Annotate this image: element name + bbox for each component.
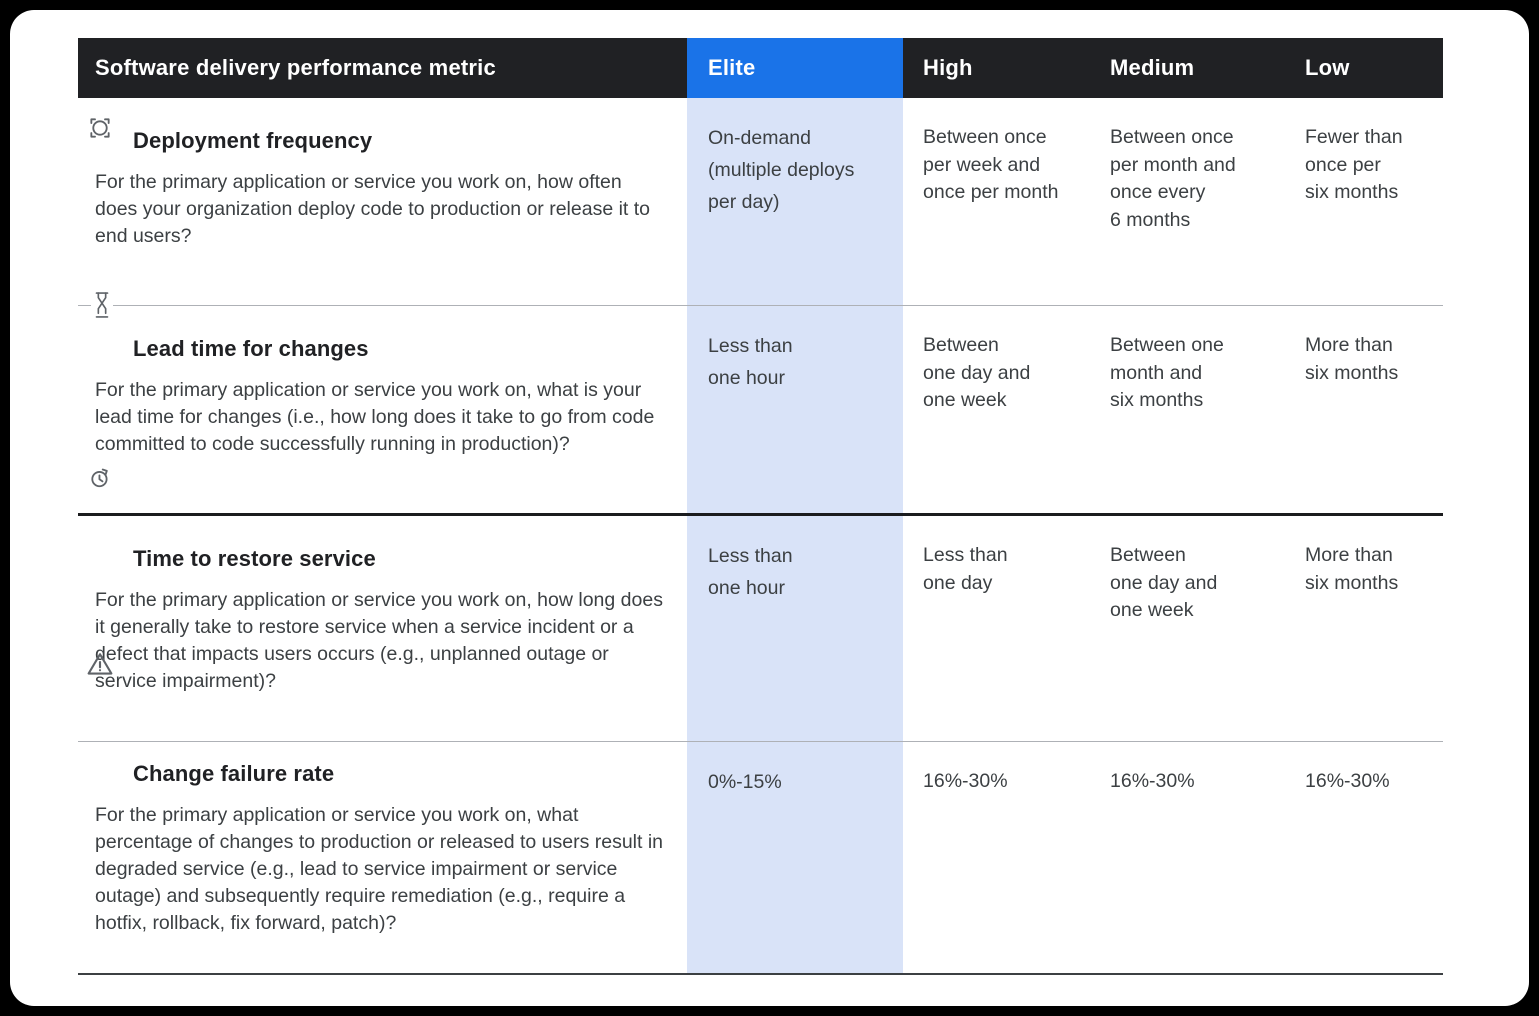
column-header-metric: Software delivery performance metric [95, 55, 496, 80]
row-time-to-restore-service: Time to restore service For the primary … [78, 513, 1443, 741]
cell-low: Fewer than once per six months [1305, 126, 1403, 204]
cell-medium: Between one day and one week [1110, 544, 1218, 622]
row-deployment-frequency: Deployment frequency For the primary app… [78, 98, 1443, 305]
metric-cell: Time to restore service For the primary … [78, 516, 687, 741]
cell-high: Between once per week and once per month [923, 126, 1059, 204]
cell-medium: Between one month and six months [1110, 334, 1224, 412]
table-header-row: Software delivery performance metric Eli… [78, 38, 1443, 98]
cell-medium: Between once per month and once every 6 … [1110, 126, 1236, 232]
deploy-cycle-icon [87, 115, 113, 141]
metric-description: For the primary application or service y… [95, 379, 655, 455]
cell-elite: Less than one hour [687, 516, 903, 741]
row-lead-time-for-changes: Lead time for changes For the primary ap… [78, 305, 1443, 513]
warning-triangle-icon [85, 649, 115, 679]
column-header-high: High [923, 55, 973, 80]
column-header-elite: Elite [687, 38, 903, 98]
metric-title: Deployment frequency [133, 128, 373, 153]
metric-cell: Change failure rate For the primary appl… [78, 742, 687, 973]
cell-high: Less than one day [923, 544, 1008, 594]
metric-title: Change failure rate [133, 761, 335, 786]
metric-title: Time to restore service [133, 546, 376, 571]
cell-low: More than six months [1305, 544, 1399, 594]
metric-cell: Deployment frequency For the primary app… [78, 98, 687, 305]
restore-clock-icon [87, 465, 113, 491]
cell-high: 16%-30% [923, 770, 1008, 792]
cell-low: More than six months [1305, 334, 1399, 384]
cell-low: 16%-30% [1305, 770, 1390, 792]
hourglass-icon [91, 289, 113, 321]
cell-elite: On-demand (multiple deploys per day) [687, 98, 903, 305]
column-header-medium: Medium [1110, 55, 1195, 80]
cell-elite: Less than one hour [687, 306, 903, 513]
cell-medium: 16%-30% [1110, 770, 1195, 792]
metric-description: For the primary application or service y… [95, 804, 664, 934]
metric-title: Lead time for changes [133, 336, 369, 361]
dora-metrics-table: Software delivery performance metric Eli… [78, 38, 1443, 975]
metric-description: For the primary application or service y… [95, 171, 651, 247]
cell-elite: 0%-15% [687, 742, 903, 973]
metric-cell: Lead time for changes For the primary ap… [78, 306, 687, 513]
column-header-low: Low [1305, 55, 1350, 80]
content-card: Software delivery performance metric Eli… [10, 10, 1529, 1006]
row-change-failure-rate: Change failure rate For the primary appl… [78, 741, 1443, 973]
cell-high: Between one day and one week [923, 334, 1031, 412]
metric-description: For the primary application or service y… [95, 589, 663, 692]
